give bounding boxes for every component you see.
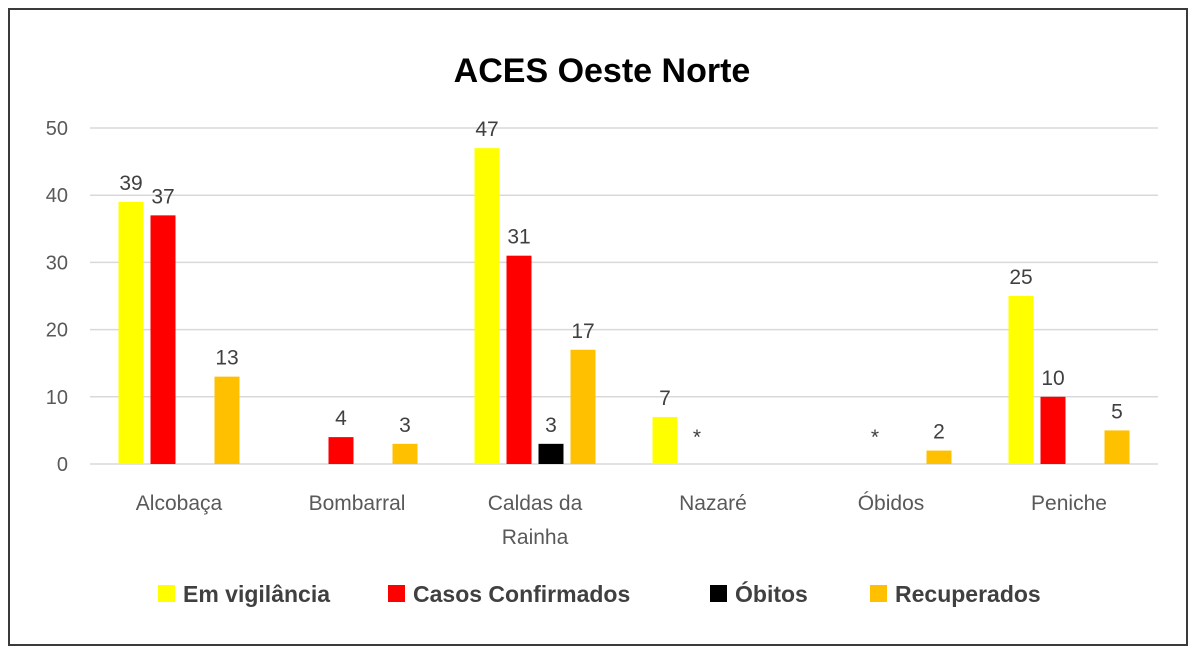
legend-swatch [710,585,727,602]
category-label: Bombarral [309,492,406,515]
y-tick-label: 20 [46,320,68,342]
bar-em-vigilancia-caldas-da-rainha [474,148,500,464]
legend-swatch [388,585,405,602]
bars [118,148,1130,465]
data-label: 3 [399,414,411,437]
bar-em-vigilancia-peniche [1008,296,1034,464]
bar-casos-confirmados-bombarral [328,437,354,464]
data-labels: 39 37 13 4 3 47 31 3 17 7 2 25 10 5 * * [119,118,1123,449]
category-label: Óbidos [858,492,925,515]
data-label: 25 [1009,266,1032,289]
data-label: 7 [659,387,671,410]
y-tick-label: 50 [46,118,68,140]
bar-casos-confirmados-alcobaca [150,215,176,464]
data-label: 13 [215,347,238,370]
y-axis-ticks: 0 10 20 30 40 50 [46,118,68,476]
bar-recuperados-caldas-da-rainha [570,349,596,464]
legend-swatch [158,585,175,602]
bar-em-vigilancia-nazare [652,416,678,464]
legend-item-casos-confirmados: Casos Confirmados [388,581,630,607]
y-tick-label: 0 [57,454,68,476]
data-label: 4 [335,407,347,430]
legend-label: Recuperados [895,581,1041,607]
y-tick-label: 30 [46,252,68,274]
category-label: Caldas da Rainha [488,492,583,549]
legend: Em vigilância Casos Confirmados Óbitos Recu… [158,580,1041,607]
legend-label: Em vigilância [183,581,330,607]
bar-casos-confirmados-peniche [1040,396,1066,464]
data-label: 39 [119,172,142,195]
chart-title: ACES Oeste Norte [454,52,751,90]
chart-frame: ACES Oeste Norte 0 10 20 30 40 50 39 37 13 4 3 47 3… [8,8,1188,646]
data-label: 31 [507,226,530,249]
data-label: 2 [933,421,945,444]
legend-label: Óbitos [735,580,808,607]
data-label: 47 [475,118,498,141]
data-label: 37 [151,185,174,208]
data-label: 17 [571,320,594,343]
legend-item-em-vigilancia: Em vigilância [158,581,330,607]
bar-recuperados-peniche [1104,430,1130,464]
bar-recuperados-obidos [926,450,952,464]
bar-recuperados-alcobaca [214,376,240,464]
annotation-label: * [871,426,879,449]
annotation-label: * [693,426,701,449]
legend-item-recuperados: Recuperados [870,581,1041,607]
legend-item-obitos: Óbitos [710,580,808,607]
bar-em-vigilancia-alcobaca [118,201,144,465]
data-label: 5 [1111,400,1123,423]
data-label: 10 [1041,367,1064,390]
category-label: Peniche [1031,492,1107,515]
x-axis-categories: Alcobaça Bombarral Caldas da Rainha Nazaré Ób… [136,492,1107,549]
bar-obitos-caldas-da-rainha [538,443,564,464]
gridlines [90,127,1158,465]
category-label: Alcobaça [136,492,223,515]
legend-swatch [870,585,887,602]
y-tick-label: 40 [46,185,68,207]
data-label: 3 [545,414,557,437]
y-tick-label: 10 [46,387,68,409]
bar-recuperados-bombarral [392,443,418,464]
legend-label: Casos Confirmados [413,581,630,607]
category-label: Nazaré [679,492,747,515]
bar-casos-confirmados-caldas-da-rainha [506,255,532,464]
